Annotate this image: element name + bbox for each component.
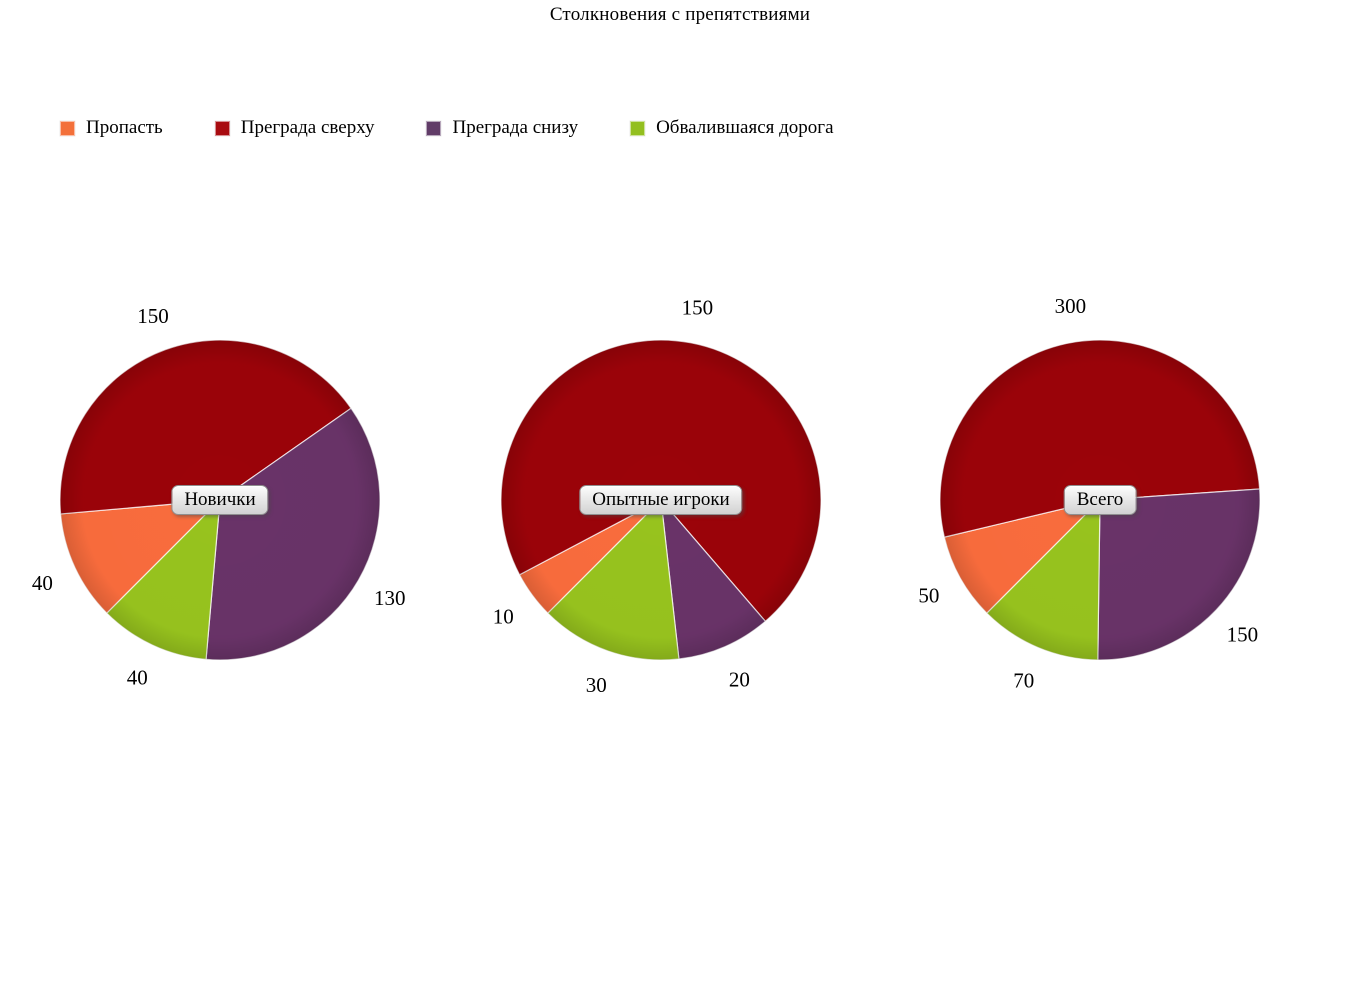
slice-value-label-Обвалившаяся дорога: 40 [127,666,148,690]
slice-value-label-Преграда снизу: 150 [1227,623,1259,647]
legend-item-propast[interactable]: Пропасть [60,117,163,139]
slice-value-label-Преграда сверху: 150 [682,295,714,319]
pie-center-button-novichki[interactable]: Новички [171,485,269,515]
legend-swatch-purple-icon [426,120,442,136]
slice-value-label-Преграда сверху: 150 [137,304,169,328]
slice-value-label-Пропасть: 10 [493,604,514,628]
legend-item-obvalivshayasya-doroga[interactable]: Обвалившаяся дорога [630,117,834,139]
slice-value-label-Преграда снизу: 130 [374,586,406,610]
legend-item-pregrada-snizu[interactable]: Преграда снизу [426,117,578,139]
legend-item-pregrada-sverhu[interactable]: Преграда сверху [214,117,375,139]
legend-label: Пропасть [86,117,163,138]
legend-swatch-darkred-icon [214,120,230,136]
legend-label: Преграда снизу [452,117,579,138]
slice-value-label-Пропасть: 40 [32,571,53,595]
pie-center-button-vsego[interactable]: Всего [1063,485,1137,515]
pie-center-button-opytnye-igroki[interactable]: Опытные игроки [579,485,743,515]
slice-value-label-Обвалившаяся дорога: 70 [1013,669,1034,693]
legend-label: Преграда сверху [240,117,375,138]
slice-value-label-Преграда сверху: 300 [1055,294,1087,318]
legend-swatch-green-icon [630,120,646,136]
legend: Пропасть Преграда сверху Преграда снизу … [60,117,834,139]
legend-label: Обвалившаяся дорога [656,117,834,138]
slice-value-label-Пропасть: 50 [918,584,939,608]
slice-value-label-Обвалившаяся дорога: 30 [586,673,607,697]
slice-value-label-Преграда снизу: 20 [729,668,750,692]
legend-swatch-orange-icon [60,120,75,136]
chart-title: Столкновения с препятствиями [549,4,811,25]
